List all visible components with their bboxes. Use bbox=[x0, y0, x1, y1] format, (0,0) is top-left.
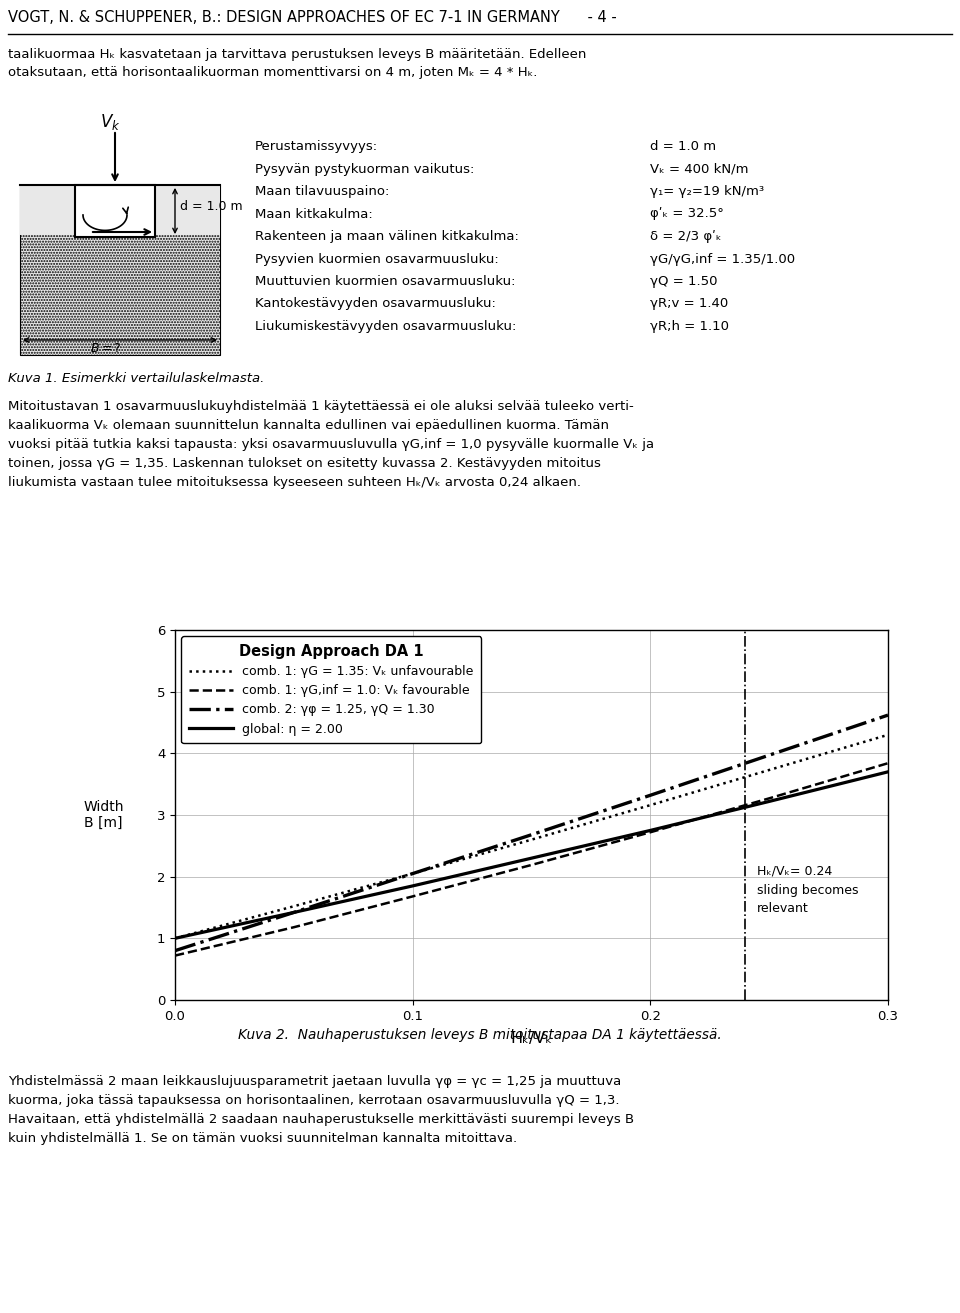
Text: VOGT, N. & SCHUPPENER, B.: DESIGN APPROACHES OF EC 7-1 IN GERMANY      - 4 -: VOGT, N. & SCHUPPENER, B.: DESIGN APPROA… bbox=[8, 11, 616, 25]
Text: kaalikuorma Vₖ olemaan suunnittelun kannalta edullinen vai epäedullinen kuorma. : kaalikuorma Vₖ olemaan suunnittelun kann… bbox=[8, 419, 609, 432]
Text: γR;v = 1.40: γR;v = 1.40 bbox=[650, 298, 729, 310]
Text: Liukumiskestävyyden osavarmuusluku:: Liukumiskestävyyden osavarmuusluku: bbox=[255, 320, 516, 334]
Text: liukumista vastaan tulee mitoituksessa kyseeseen suhteen Hₖ/Vₖ arvosta 0,24 alka: liukumista vastaan tulee mitoituksessa k… bbox=[8, 477, 581, 488]
Bar bbox=[20, 185, 75, 235]
Text: $V_k$: $V_k$ bbox=[100, 112, 121, 133]
Text: kuorma, joka tässä tapauksessa on horisontaalinen, kerrotaan osavarmuusluvulla γ: kuorma, joka tässä tapauksessa on horiso… bbox=[8, 1094, 619, 1107]
Text: φʹₖ = 32.5°: φʹₖ = 32.5° bbox=[650, 207, 724, 221]
Text: Rakenteen ja maan välinen kitkakulma:: Rakenteen ja maan välinen kitkakulma: bbox=[255, 230, 518, 243]
Text: Pysyvän pystykuorman vaikutus:: Pysyvän pystykuorman vaikutus: bbox=[255, 163, 474, 176]
Bar bbox=[75, 185, 155, 238]
Text: Maan kitkakulma:: Maan kitkakulma: bbox=[255, 207, 372, 221]
Text: γR;h = 1.10: γR;h = 1.10 bbox=[650, 320, 729, 334]
Text: taalikuormaa Hₖ kasvatetaan ja tarvittava perustuksen leveys B määritetään. Edel: taalikuormaa Hₖ kasvatetaan ja tarvittav… bbox=[8, 49, 587, 60]
Text: Perustamissyvyys:: Perustamissyvyys: bbox=[255, 140, 378, 154]
Text: γQ = 1.50: γQ = 1.50 bbox=[650, 274, 717, 288]
Text: sliding becomes: sliding becomes bbox=[757, 884, 859, 897]
Legend: comb. 1: γG = 1.35: Vₖ unfavourable, comb. 1: γG,inf = 1.0: Vₖ favourable, comb.: comb. 1: γG = 1.35: Vₖ unfavourable, com… bbox=[181, 637, 481, 743]
Text: d = 1.0 m: d = 1.0 m bbox=[180, 201, 243, 214]
Text: relevant: relevant bbox=[757, 902, 809, 915]
Text: γG/γG,inf = 1.35/1.00: γG/γG,inf = 1.35/1.00 bbox=[650, 252, 795, 265]
Y-axis label: Width
B [m]: Width B [m] bbox=[84, 800, 124, 830]
Text: γ₁= γ₂=19 kN/m³: γ₁= γ₂=19 kN/m³ bbox=[650, 185, 764, 198]
Text: Maan tilavuuspaino:: Maan tilavuuspaino: bbox=[255, 185, 390, 198]
Text: Kantokestävyyden osavarmuusluku:: Kantokestävyyden osavarmuusluku: bbox=[255, 298, 496, 310]
Text: Mitoitustavan 1 osavarmuuslukuyhdistelmää 1 käytettäessä ei ole aluksi selvää tu: Mitoitustavan 1 osavarmuuslukuyhdistelmä… bbox=[8, 400, 634, 414]
Text: Havaitaan, että yhdistelmällä 2 saadaan nauhaperustukselle merkittävästi suuremp: Havaitaan, että yhdistelmällä 2 saadaan … bbox=[8, 1113, 635, 1127]
Text: Kuva 1. Esimerkki vertailulaskelmasta.: Kuva 1. Esimerkki vertailulaskelmasta. bbox=[8, 372, 264, 385]
Text: kuin yhdistelmällä 1. Se on tämän vuoksi suunnitelman kannalta mitoittava.: kuin yhdistelmällä 1. Se on tämän vuoksi… bbox=[8, 1132, 517, 1145]
Text: $B = ?$: $B = ?$ bbox=[90, 341, 122, 355]
Text: vuoksi pitää tutkia kaksi tapausta: yksi osavarmuusluvulla γG,inf = 1,0 pysyväll: vuoksi pitää tutkia kaksi tapausta: yksi… bbox=[8, 439, 654, 450]
Text: δ = 2/3 φʹₖ: δ = 2/3 φʹₖ bbox=[650, 230, 722, 243]
Text: toinen, jossa γG = 1,35. Laskennan tulokset on esitetty kuvassa 2. Kestävyyden m: toinen, jossa γG = 1,35. Laskennan tulok… bbox=[8, 457, 601, 470]
Text: Hₖ/Vₖ= 0.24: Hₖ/Vₖ= 0.24 bbox=[757, 864, 832, 877]
Text: Muuttuvien kuormien osavarmuusluku:: Muuttuvien kuormien osavarmuusluku: bbox=[255, 274, 516, 288]
Text: Kuva 2.  Nauhaperustuksen leveys B mitoitustapaa DA 1 käytettäessä.: Kuva 2. Nauhaperustuksen leveys B mitoit… bbox=[238, 1028, 722, 1043]
Text: $M_k$: $M_k$ bbox=[112, 204, 131, 218]
Text: Yhdistelmässä 2 maan leikkauslujuusparametrit jaetaan luvulla γφ = γc = 1,25 ja : Yhdistelmässä 2 maan leikkauslujuusparam… bbox=[8, 1075, 621, 1088]
Text: $H_k$: $H_k$ bbox=[116, 225, 132, 239]
X-axis label: Hₖ/Vₖ: Hₖ/Vₖ bbox=[511, 1031, 553, 1046]
Text: Vₖ = 400 kN/m: Vₖ = 400 kN/m bbox=[650, 163, 749, 176]
Text: Pysyvien kuormien osavarmuusluku:: Pysyvien kuormien osavarmuusluku: bbox=[255, 252, 499, 265]
Text: otaksutaan, että horisontaalikuorman momenttivarsi on 4 m, joten Mₖ = 4 * Hₖ.: otaksutaan, että horisontaalikuorman mom… bbox=[8, 66, 538, 79]
Bar bbox=[20, 185, 220, 355]
Text: d = 1.0 m: d = 1.0 m bbox=[650, 140, 716, 154]
Bar bbox=[155, 185, 220, 235]
